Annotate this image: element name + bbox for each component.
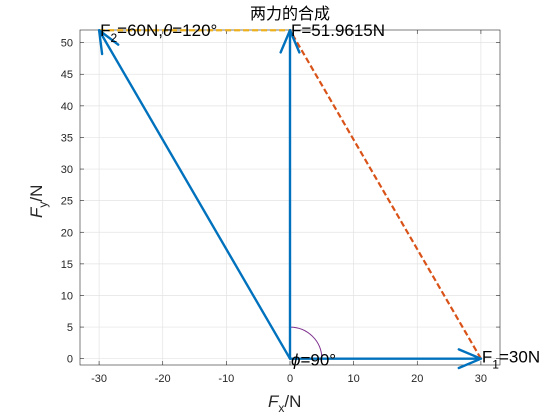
chart-marks xyxy=(97,29,483,370)
x-tick-label: 0 xyxy=(287,373,293,385)
y-tick-label: 5 xyxy=(67,322,73,334)
f1-value: =30N xyxy=(499,348,540,367)
y-tick-label: 25 xyxy=(61,196,73,208)
y-axis-label: Fy/N xyxy=(27,185,50,218)
f2-value: =60N, xyxy=(117,21,163,40)
y-tick-label: 50 xyxy=(61,38,73,50)
y-axis-ticks: 0 5 10 15 20 25 30 35 40 45 50 xyxy=(61,38,500,366)
y-tick-label: 40 xyxy=(61,101,73,113)
x-tick-label: 20 xyxy=(411,373,423,385)
f2-annotation: F2=60N,θ=120° xyxy=(100,21,217,45)
y-tick-label: 30 xyxy=(61,164,73,176)
y-tick-label: 20 xyxy=(61,227,73,239)
x-tick-label: -30 xyxy=(91,373,107,385)
vector-f2 xyxy=(97,29,292,360)
x-tick-label: 30 xyxy=(475,373,487,385)
f1-subscript: 1 xyxy=(492,358,499,372)
x-tick-label: 10 xyxy=(348,373,360,385)
f1-annotation: F1=30N xyxy=(482,348,540,372)
f2-theta-value: =120° xyxy=(172,21,217,40)
y-tick-label: 35 xyxy=(61,132,73,144)
x-tick-label: -20 xyxy=(155,373,171,385)
y-tick-label: 0 xyxy=(67,354,73,366)
f2-symbol: F xyxy=(100,21,110,40)
f-resultant-annotation: F=51.9615N xyxy=(291,21,385,40)
vector-f1-arrowhead xyxy=(457,348,483,370)
y-tick-label: 45 xyxy=(61,69,73,81)
y-tick-label: 15 xyxy=(61,259,73,271)
x-tick-label: -10 xyxy=(218,373,234,385)
f2-subscript: 2 xyxy=(110,31,117,45)
vector-f-arrowhead xyxy=(279,29,301,54)
f2-theta-symbol: θ xyxy=(163,21,173,40)
phi-annotation: ϕ=90° xyxy=(291,351,336,370)
angle-arc xyxy=(289,326,323,359)
x-axis-ticks: -30 -20 -10 0 10 20 30 xyxy=(91,30,487,385)
y-tick-label: 10 xyxy=(61,290,73,302)
chart-title: 两力的合成 xyxy=(250,4,330,23)
f1-symbol: F xyxy=(482,348,492,367)
x-axis-label: Fx/N xyxy=(268,392,301,415)
phi-symbol: ϕ xyxy=(291,351,300,370)
phi-value: =90° xyxy=(300,351,336,370)
dashed-line-dashed-f1 xyxy=(289,29,482,360)
vector-f2-arrowhead xyxy=(97,29,120,56)
